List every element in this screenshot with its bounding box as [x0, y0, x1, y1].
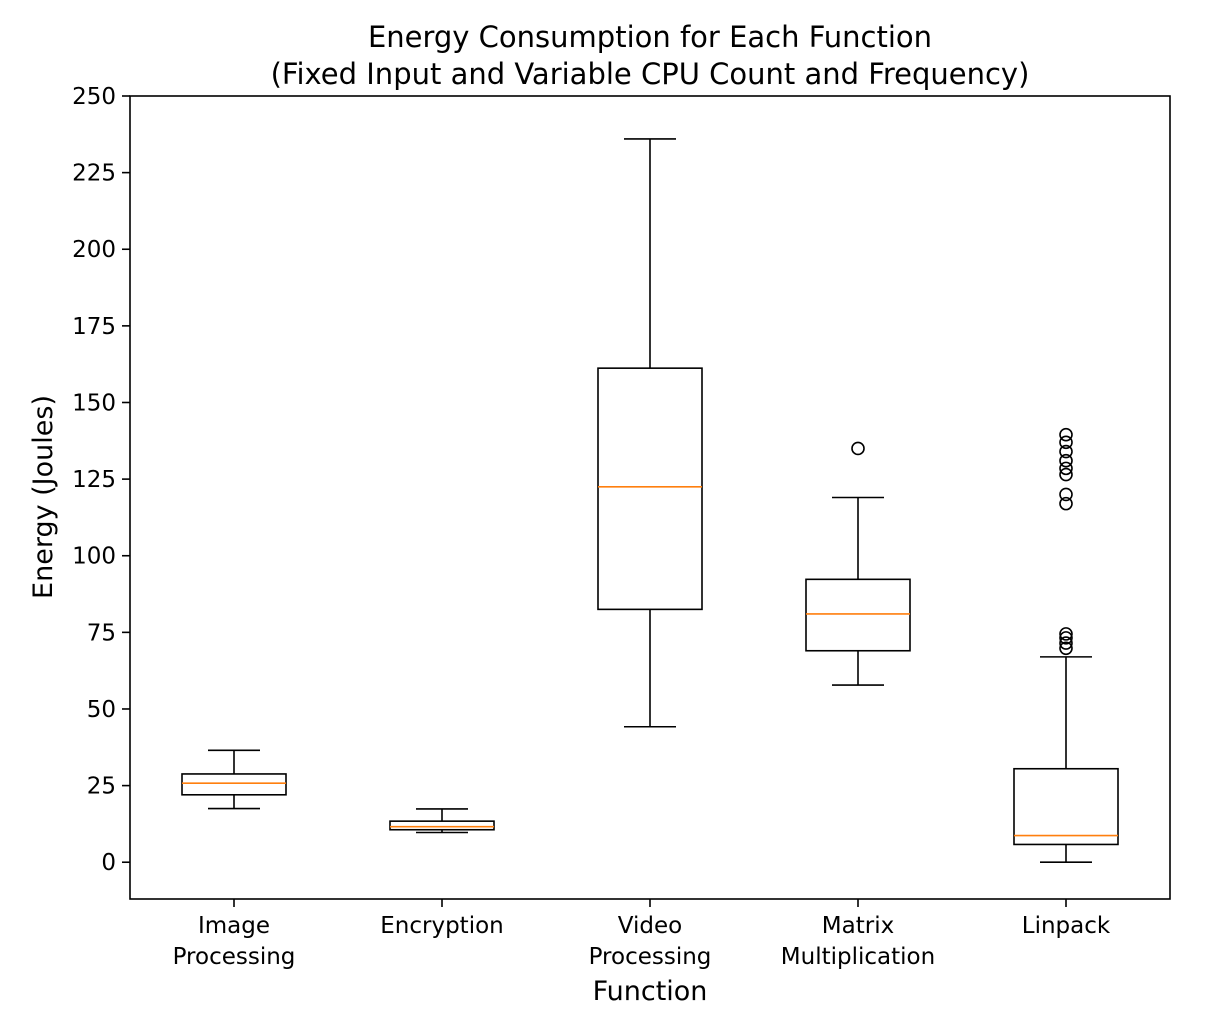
- plot-area-frame: [129, 95, 1171, 900]
- box-group: [1013, 427, 1119, 864]
- outlier-point: [1059, 467, 1073, 482]
- outlier-point: [1059, 631, 1073, 645]
- x-tick-label-line: Processing: [173, 944, 296, 970]
- x-tick-label-line: Video: [618, 913, 682, 939]
- outlier-point: [1059, 496, 1073, 511]
- x-tick-label-line: Processing: [589, 944, 712, 970]
- y-tick-label: 175: [72, 314, 116, 340]
- x-tick-label: Encryption: [380, 913, 503, 939]
- x-tick-label-line: Encryption: [380, 913, 503, 939]
- x-tick-label: Image Processing: [173, 913, 296, 970]
- x-tick-label: Linpack: [1022, 913, 1111, 939]
- x-tick-label: Video Processing: [589, 913, 712, 970]
- x-axis: Image Processing Encryption Video Processing…: [173, 899, 1111, 970]
- x-tick-label-line: Multiplication: [781, 944, 935, 970]
- outlier-point: [1059, 444, 1073, 459]
- outlier-point: [1059, 627, 1073, 641]
- outlier-point: [1059, 636, 1073, 650]
- y-tick-label: 25: [87, 774, 116, 800]
- y-tick-label: 100: [72, 544, 116, 570]
- y-tick-label: 125: [72, 467, 116, 493]
- x-axis-label: Function: [593, 976, 708, 1007]
- y-tick-label: 0: [101, 850, 116, 876]
- box-group: [597, 138, 703, 728]
- outlier-point: [1059, 453, 1073, 468]
- iqr-box: [389, 820, 495, 831]
- outlier-point: [1059, 435, 1073, 450]
- outlier-point: [1059, 427, 1073, 442]
- chart-title-line-2: (Fixed Input and Variable CPU Count and …: [271, 57, 1030, 91]
- x-tick-label: Matrix Multiplication: [781, 913, 935, 970]
- box-group: [389, 808, 495, 834]
- y-tick-label: 200: [72, 237, 116, 263]
- iqr-box: [1013, 767, 1119, 846]
- y-tick-label: 225: [72, 161, 116, 187]
- y-tick-label: 250: [72, 84, 116, 110]
- y-tick-label: 75: [87, 620, 116, 646]
- chart-title: Energy Consumption for Each Function (Fi…: [271, 20, 1030, 91]
- x-tick-label-line: Matrix: [822, 913, 894, 939]
- box-group: [181, 749, 287, 810]
- chart-title-line-1: Energy Consumption for Each Function: [368, 20, 932, 54]
- outlier-point: [1059, 487, 1073, 502]
- outlier-point: [851, 441, 865, 456]
- y-axis-label: Energy (Joules): [28, 395, 59, 599]
- x-tick-label-line: Image: [198, 913, 270, 939]
- boxes: [181, 138, 1119, 864]
- box-group: [805, 441, 911, 686]
- iqr-box: [181, 773, 287, 796]
- outlier-point: [1059, 461, 1073, 476]
- iqr-box: [597, 367, 703, 611]
- y-tick-label: 50: [87, 697, 116, 723]
- x-tick-label-line: Linpack: [1022, 913, 1111, 939]
- y-axis: 0 25 50 75 100 125 150 175 200 225 250: [72, 84, 130, 876]
- outlier-point: [1059, 641, 1073, 656]
- iqr-box: [805, 578, 911, 652]
- y-tick-label: 150: [72, 390, 116, 416]
